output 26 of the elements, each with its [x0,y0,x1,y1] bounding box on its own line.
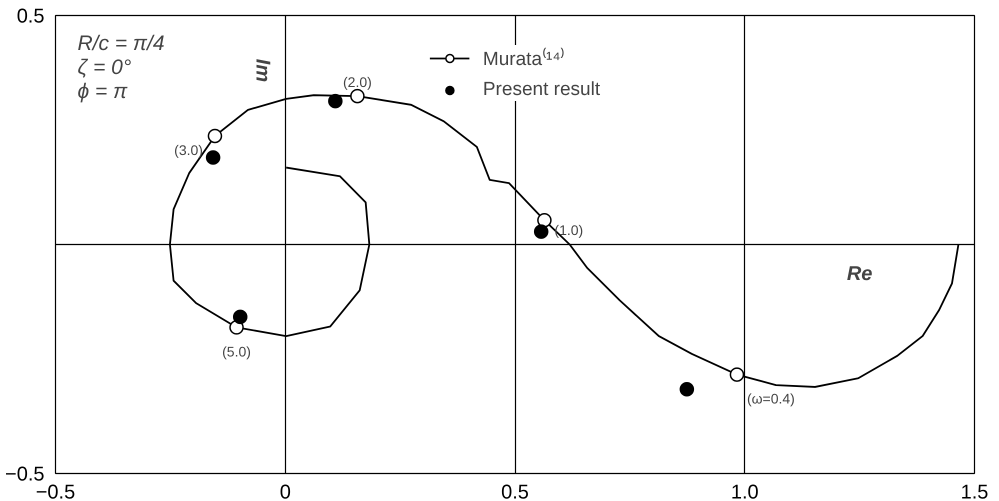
annotation: (2.0) [343,74,372,90]
point [206,150,220,165]
x-tick-label: −0.5 [36,482,76,501]
point [328,94,343,108]
x-axis-title: Re [846,262,872,285]
x-tick-label: 1.0 [730,482,759,501]
legend-label: Murata⁽¹⁴⁾ [482,46,565,71]
x-tick-label: 0.5 [501,482,529,501]
point [232,310,248,324]
point [208,128,222,144]
point [534,224,548,239]
point [680,382,694,396]
legend-label: Present result [482,79,600,101]
annotation: R/c = π/4 [78,32,165,55]
annotation: (ω=0.4) [746,390,795,407]
annotation: (1.0) [554,222,584,238]
x-tick-label: 0 [280,482,291,501]
annotation: (3.0) [174,142,203,158]
annotation: ϕ = π [78,80,128,103]
annotation: ζ = 0° [78,56,132,79]
x-tick-label: 1.5 [960,482,988,501]
point [537,212,552,228]
annotation: (5.0) [222,343,251,360]
point [730,367,744,382]
point [350,88,365,104]
y-axis-title: Im [251,58,274,82]
